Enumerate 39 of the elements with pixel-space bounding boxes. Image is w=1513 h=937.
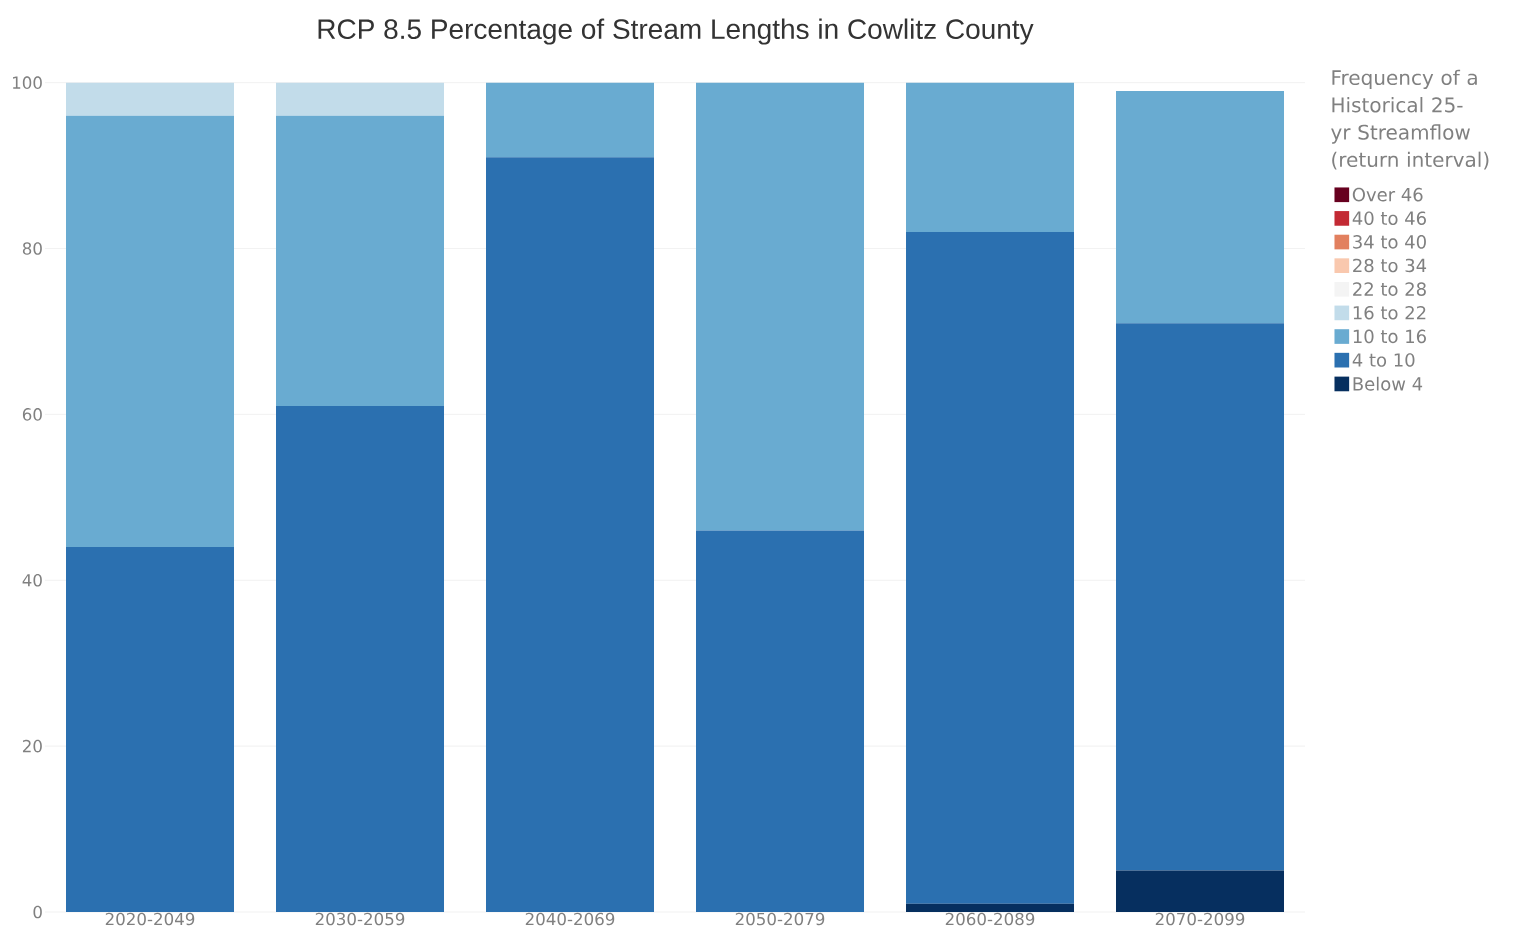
y-tick-label: 20: [22, 739, 42, 753]
bar: [696, 82, 865, 531]
legend-label: 16 to 22: [1353, 305, 1426, 320]
legend-label: 34 to 40: [1353, 235, 1426, 249]
legend-label: Below 4: [1353, 376, 1423, 391]
y-tick-label: 0: [33, 905, 42, 919]
bar: [486, 82, 655, 158]
bar: [906, 82, 1075, 232]
legend-label: 4 to 10: [1352, 353, 1415, 367]
bar: [1116, 323, 1285, 871]
x-tick-label: 2040-2069: [525, 912, 615, 926]
bar: [906, 903, 1075, 912]
legend-label: Over 46: [1352, 187, 1423, 202]
legend-label: 40 to 46: [1352, 211, 1426, 226]
bar: [696, 530, 865, 912]
x-tick-label: 2030-2059: [315, 912, 405, 926]
legend-label: 10 to 16: [1353, 329, 1426, 344]
y-tick-label: 60: [22, 408, 42, 421]
bar: [486, 157, 655, 912]
bar: [1116, 90, 1285, 324]
x-tick-label: 2070-2099: [1155, 912, 1245, 926]
y-tick-label: 40: [22, 573, 42, 587]
bar: [276, 115, 445, 407]
legend-label: 28 to 34: [1353, 258, 1427, 273]
bar: [66, 115, 234, 548]
bar: [66, 547, 234, 912]
bar: [276, 82, 445, 116]
legend-title: Frequency of a Historical 25-yr Streamflow (return interval): [1331, 69, 1489, 170]
y-tick-label: 80: [22, 242, 42, 255]
x-tick-label: 2050-2079: [735, 912, 825, 926]
bar: [276, 406, 445, 912]
bar: [66, 82, 234, 116]
bar: [1116, 870, 1285, 912]
y-tick-label: 100: [12, 76, 42, 89]
chart-title: RCP 8.5 Percentage of Stream Lengths in Cowlitz County: [318, 18, 1034, 45]
bar: [906, 231, 1075, 904]
legend-label: 22 to 28: [1353, 282, 1426, 296]
x-tick-label: 2060-2089: [945, 912, 1035, 926]
x-tick-label: 2020-2049: [105, 912, 195, 926]
